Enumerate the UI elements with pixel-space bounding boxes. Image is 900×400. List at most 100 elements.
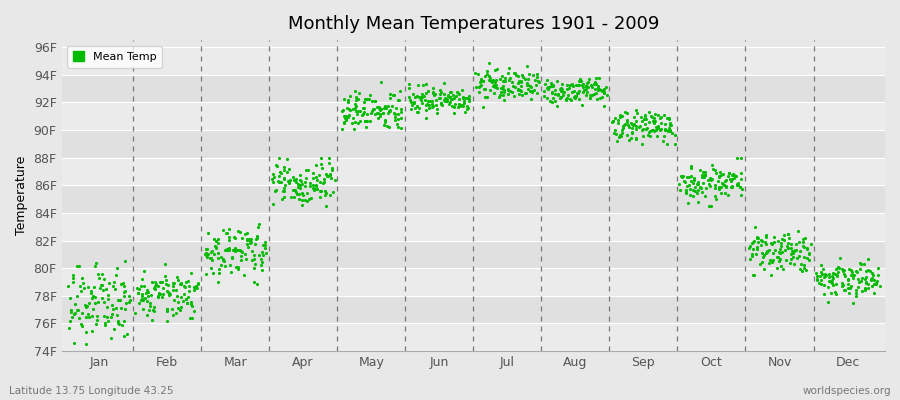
Point xyxy=(478,86,492,92)
Point xyxy=(829,281,843,288)
Point xyxy=(240,230,255,236)
Point xyxy=(569,93,583,100)
Point xyxy=(860,280,875,287)
Point xyxy=(476,78,491,85)
Point xyxy=(808,270,823,276)
Point xyxy=(230,266,245,272)
Point xyxy=(686,186,700,193)
Point xyxy=(216,256,230,262)
Point xyxy=(226,234,240,240)
Point xyxy=(392,96,406,103)
Point xyxy=(595,94,609,100)
Point xyxy=(645,127,660,134)
Point xyxy=(592,75,607,81)
Point xyxy=(355,111,369,118)
Point xyxy=(792,252,806,259)
Point xyxy=(289,188,303,195)
Point xyxy=(383,107,398,113)
Point xyxy=(571,82,585,88)
Point xyxy=(235,249,249,255)
Point xyxy=(393,125,408,131)
Point xyxy=(184,299,198,305)
Point xyxy=(422,98,436,104)
Point xyxy=(94,270,109,277)
Point xyxy=(389,105,403,112)
Point xyxy=(141,306,156,313)
Point xyxy=(408,94,422,101)
Point xyxy=(248,265,262,271)
Point xyxy=(680,174,694,180)
Point xyxy=(563,96,578,102)
Point xyxy=(72,315,86,322)
Point xyxy=(512,78,526,84)
Point xyxy=(711,177,725,184)
Point xyxy=(182,283,196,289)
Point xyxy=(567,88,581,94)
Point xyxy=(357,118,372,124)
Point xyxy=(511,73,526,79)
Point xyxy=(472,89,486,95)
Point xyxy=(802,251,816,257)
Point xyxy=(179,296,194,302)
Point xyxy=(298,182,312,189)
Point xyxy=(61,283,76,290)
Point xyxy=(70,293,85,300)
Point xyxy=(421,87,436,94)
Point xyxy=(496,92,510,98)
Point xyxy=(798,235,813,242)
Point xyxy=(435,89,449,95)
Point xyxy=(684,173,698,179)
Point xyxy=(814,268,828,275)
Point xyxy=(746,237,760,244)
Point xyxy=(597,89,611,96)
Point xyxy=(842,281,856,288)
Point xyxy=(257,241,272,248)
Point xyxy=(712,174,726,180)
Point xyxy=(72,283,86,289)
Point xyxy=(139,290,153,296)
Point xyxy=(287,187,302,194)
Point xyxy=(774,262,788,269)
Point xyxy=(583,82,598,88)
Point xyxy=(858,284,872,291)
Point xyxy=(870,272,885,278)
Point xyxy=(314,154,328,161)
Point xyxy=(719,183,733,189)
Point xyxy=(156,291,170,298)
Point xyxy=(658,126,672,132)
Point xyxy=(187,287,202,293)
Point xyxy=(799,266,814,273)
Point xyxy=(583,95,598,101)
Point xyxy=(514,79,528,85)
Point xyxy=(796,244,811,250)
Point xyxy=(551,92,565,98)
Point xyxy=(436,80,451,86)
Point xyxy=(460,103,474,110)
Point xyxy=(211,236,225,242)
Point xyxy=(76,284,91,291)
Point xyxy=(676,173,690,179)
Point xyxy=(300,190,314,196)
Point xyxy=(580,92,594,98)
Point xyxy=(388,114,402,120)
Point xyxy=(793,248,807,255)
Point xyxy=(760,248,774,254)
Point xyxy=(775,236,789,243)
Point xyxy=(837,287,851,293)
Point xyxy=(834,283,849,290)
Point xyxy=(713,169,727,176)
Point xyxy=(441,93,455,100)
Point xyxy=(511,91,526,97)
Point xyxy=(755,238,770,244)
Point xyxy=(796,243,811,250)
Point xyxy=(850,269,864,276)
Point xyxy=(642,128,656,135)
Point xyxy=(294,181,309,188)
Point xyxy=(554,81,569,88)
Point xyxy=(796,262,811,268)
Point xyxy=(554,94,568,100)
Point xyxy=(309,183,323,189)
Point xyxy=(433,87,447,94)
Point xyxy=(187,283,202,290)
Point xyxy=(653,126,668,132)
